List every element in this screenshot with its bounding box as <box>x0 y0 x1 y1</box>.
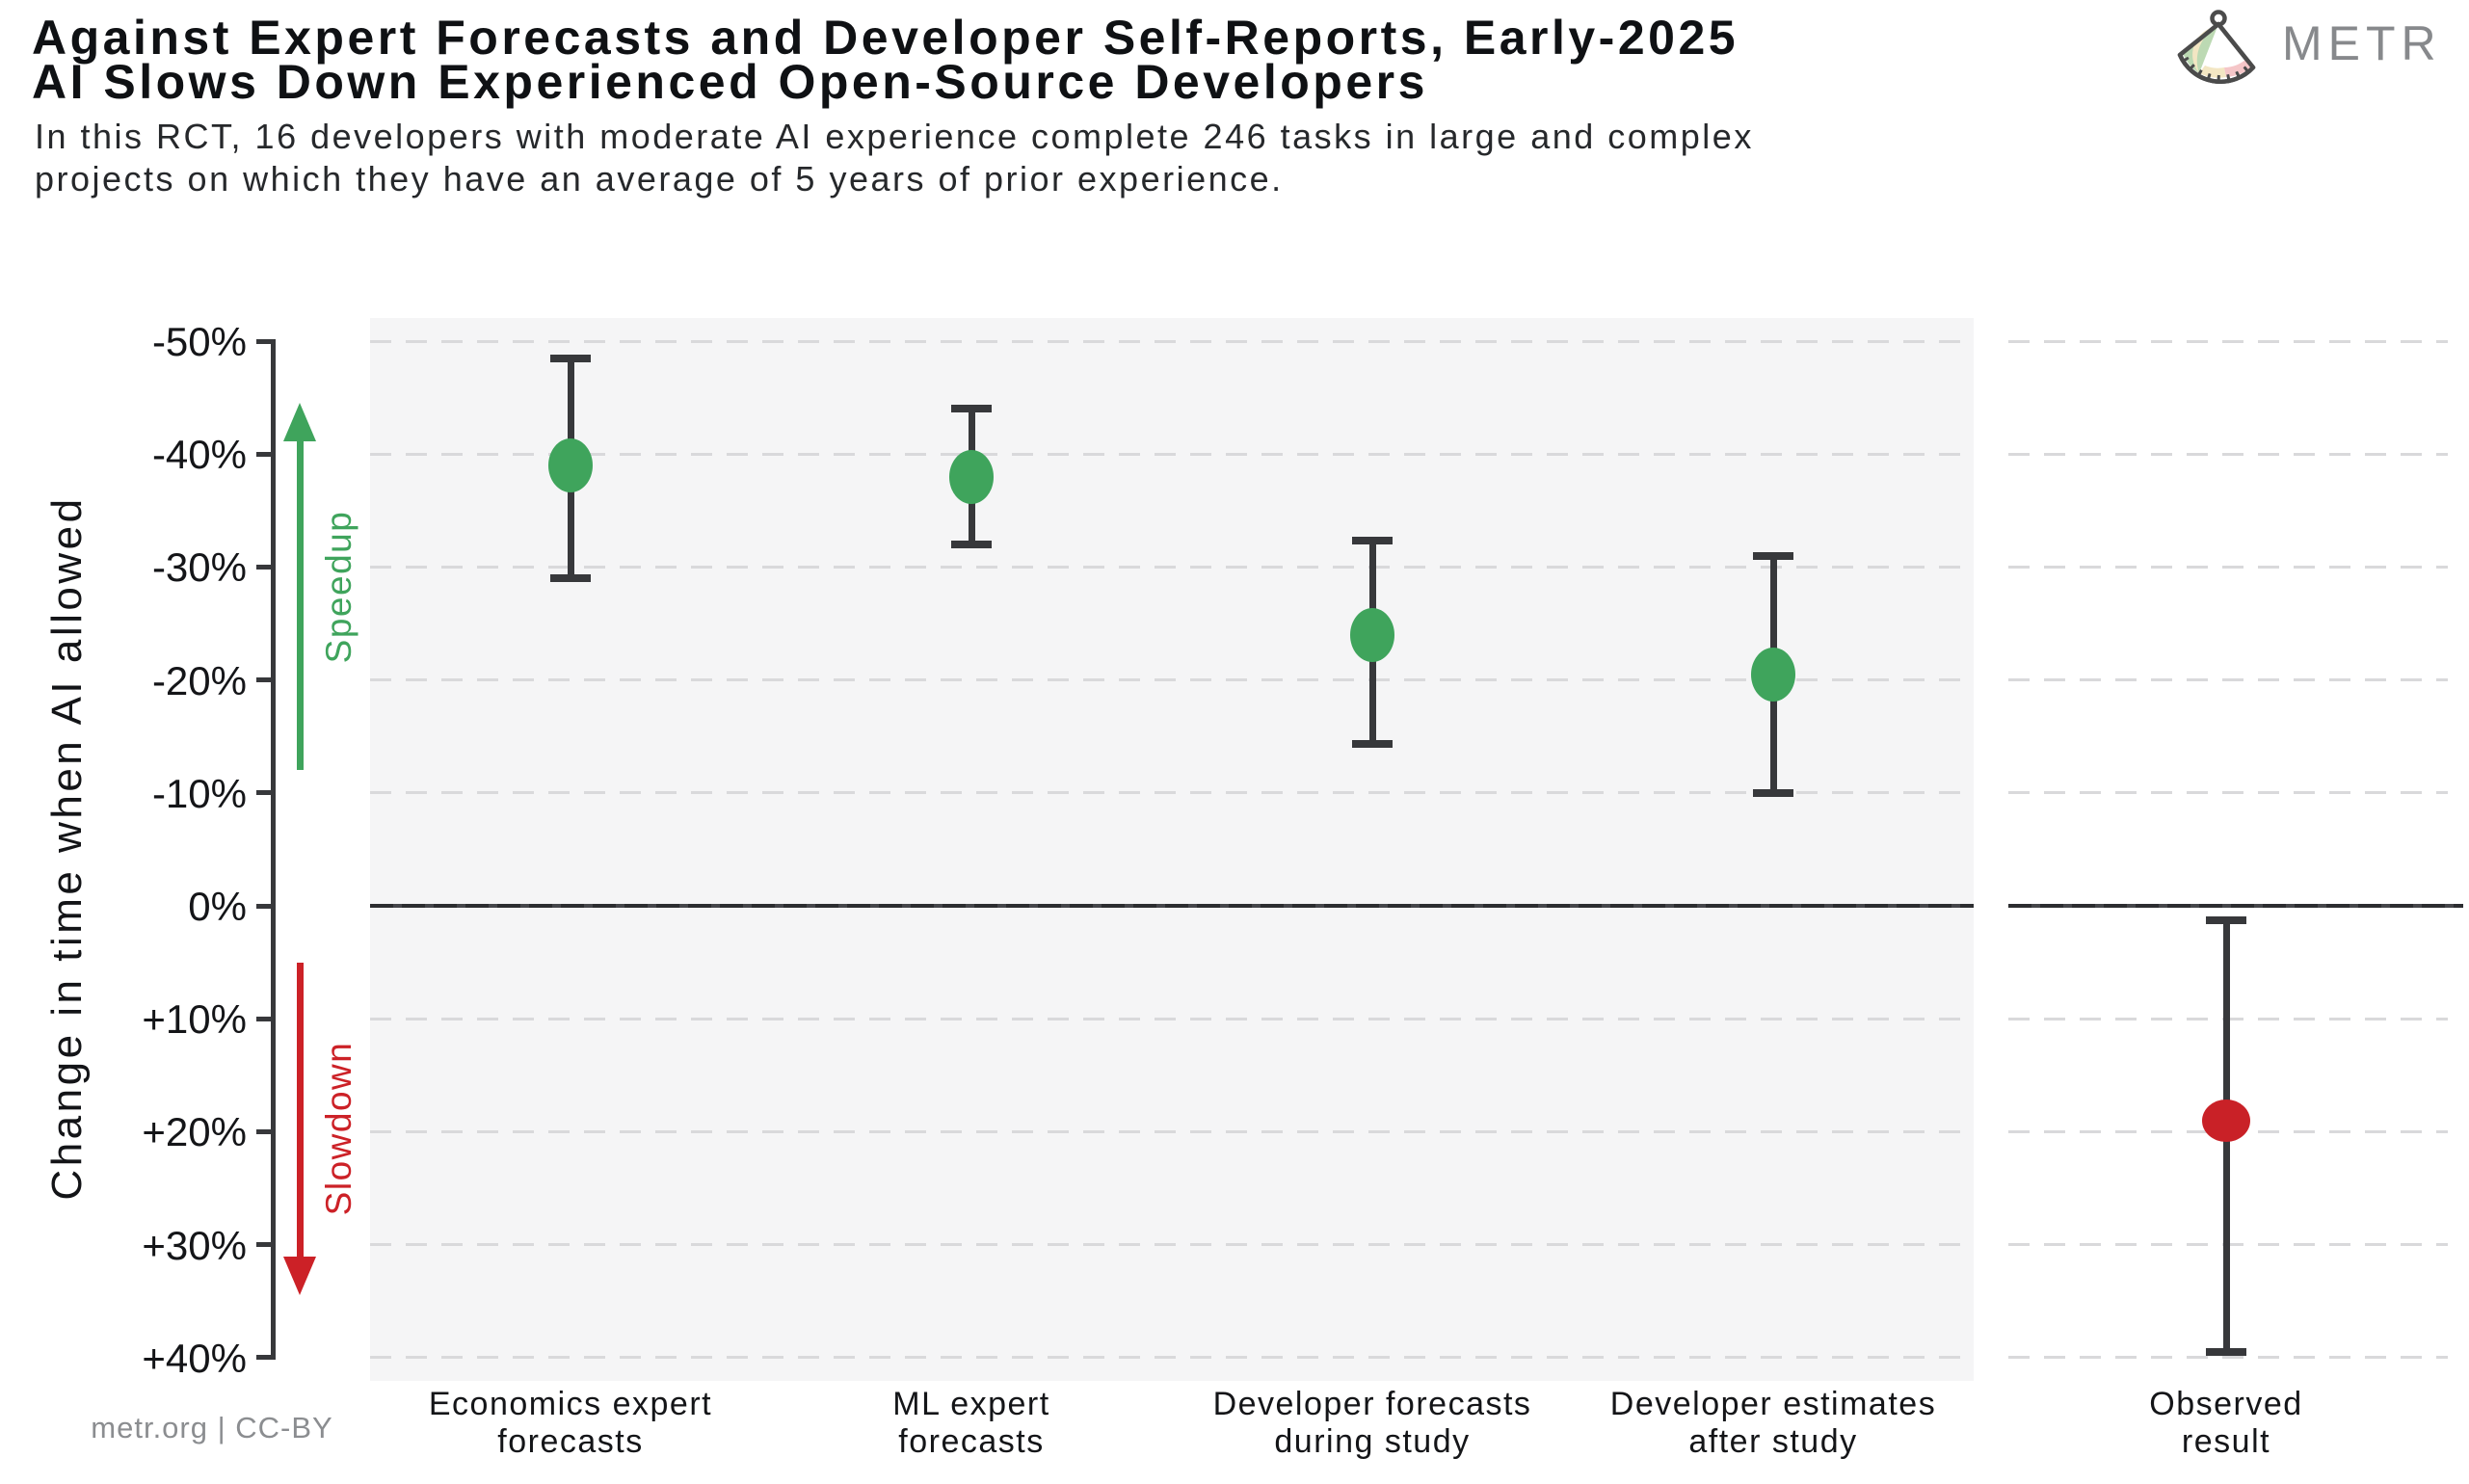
slowdown-arrow-shaft <box>296 962 304 1261</box>
y-tick-mark <box>256 1242 276 1248</box>
gridline <box>370 565 1974 569</box>
y-tick-mark <box>256 677 276 683</box>
category-label: ML expert forecasts <box>740 1386 1203 1461</box>
category-label-line: Developer forecasts <box>1212 1386 1532 1422</box>
category-label-line: ML expert <box>892 1386 1050 1422</box>
y-tick-mark <box>256 451 276 457</box>
gridline <box>370 678 1974 682</box>
y-tick-label: +10% <box>142 996 247 1043</box>
error-bar-cap-bottom <box>550 574 591 583</box>
gridline <box>2008 678 2448 682</box>
speedup-arrow-label: Speedup <box>319 510 358 664</box>
data-point-dot <box>1350 607 1394 662</box>
data-point-dot <box>548 437 593 492</box>
gridline <box>370 791 1974 795</box>
zero-line <box>2008 904 2463 908</box>
y-tick-label: -30% <box>151 544 247 591</box>
page-title: Against Expert Forecasts and Developer S… <box>32 11 1739 109</box>
slowdown-arrow-label: Slowdown <box>319 1042 358 1216</box>
y-tick-label: +40% <box>142 1335 247 1381</box>
zero-line <box>370 904 1974 908</box>
speedup-arrow-head <box>283 403 316 442</box>
metr-logo-icon <box>2170 10 2263 90</box>
error-bar-cap-bottom <box>951 540 992 548</box>
footer-credit: metr.org | CC-BY <box>91 1411 333 1444</box>
error-bar-cap-top <box>550 354 591 362</box>
category-label-line: forecasts <box>898 1423 1045 1460</box>
category-label-line: Observed <box>2149 1386 2303 1422</box>
error-bar-cap-bottom <box>1352 740 1393 749</box>
gridline <box>370 1129 1974 1133</box>
y-tick-label: -50% <box>151 319 247 364</box>
error-bar-cap-top <box>1753 551 1793 560</box>
error-bar-cap-top <box>1352 537 1393 545</box>
page-subtitle: In this RCT, 16 developers with moderate… <box>35 116 1754 200</box>
y-tick-mark <box>256 338 276 344</box>
y-axis-line <box>271 338 276 1361</box>
category-label: Developer estimates after study <box>1542 1386 2004 1461</box>
y-tick-label: -20% <box>151 657 247 703</box>
y-tick-mark <box>256 1355 276 1361</box>
y-tick-label: -10% <box>151 770 247 816</box>
data-point-dot <box>1751 647 1795 702</box>
y-tick-label: +30% <box>142 1222 247 1268</box>
error-bar-cap-bottom <box>1753 788 1793 797</box>
title-line-1: Against Expert Forecasts and Developer S… <box>32 11 1739 65</box>
category-label-line: Economics expert <box>428 1386 713 1422</box>
category-label-line: during study <box>1274 1423 1471 1460</box>
data-point-dot <box>949 449 994 504</box>
category-label-line: forecasts <box>497 1423 644 1460</box>
gridline <box>2008 1356 2448 1360</box>
gridline <box>2008 791 2448 795</box>
gridline <box>370 1243 1974 1247</box>
gridline <box>2008 452 2448 456</box>
y-tick-mark <box>256 790 276 796</box>
y-tick-mark <box>256 903 276 909</box>
y-axis-title: Change in time when AI allowed <box>43 495 91 1201</box>
category-label: Observed result <box>1995 1386 2457 1461</box>
y-tick-label: +20% <box>142 1109 247 1155</box>
error-bar-cap-bottom <box>2206 1347 2246 1356</box>
category-label: Developer forecasts during study <box>1141 1386 1604 1461</box>
gridline <box>2008 339 2448 343</box>
subtitle-line-1: In this RCT, 16 developers with moderate… <box>35 117 1754 156</box>
error-bar-cap-top <box>2206 916 2246 925</box>
metr-logotype: METR <box>2282 16 2442 70</box>
y-tick-mark <box>256 1128 276 1134</box>
gridline <box>370 452 1974 456</box>
subtitle-line-2: projects on which they have an average o… <box>35 159 1284 199</box>
category-label: Economics expert forecasts <box>339 1386 802 1461</box>
title-line-2: AI Slows Down Experienced Open-Source De… <box>32 55 1428 109</box>
plot-panel-forecasts <box>370 318 1974 1381</box>
y-tick-mark <box>256 564 276 570</box>
category-label-line: result <box>2181 1423 2271 1460</box>
data-point-dot <box>2202 1099 2250 1142</box>
y-tick-mark <box>256 1016 276 1021</box>
y-tick-label: -40% <box>151 432 247 478</box>
slowdown-arrow-head <box>283 1257 316 1296</box>
gridline <box>370 1017 1974 1020</box>
y-tick-label: 0% <box>188 884 247 929</box>
speedup-arrow-shaft <box>296 437 304 771</box>
gridline <box>370 1356 1974 1360</box>
gridline <box>2008 565 2448 569</box>
category-label-line: Developer estimates <box>1609 1386 1937 1422</box>
category-label-line: after study <box>1688 1423 1858 1460</box>
error-bar-cap-top <box>951 405 992 413</box>
gridline <box>370 339 1974 343</box>
